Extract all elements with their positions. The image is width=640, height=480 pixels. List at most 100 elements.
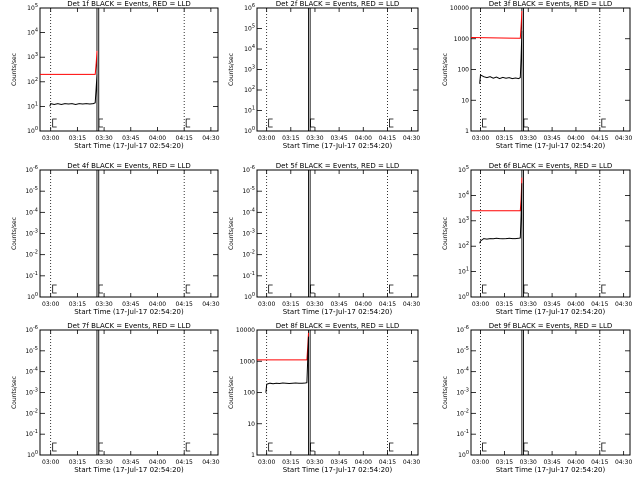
y-axis-label: Counts/sec (442, 376, 449, 409)
x-tick-label: 03:00 (42, 135, 59, 142)
y-tick-label: 105 (458, 165, 469, 174)
x-tick-label: 03:45 (330, 459, 347, 466)
bracket-mark (523, 284, 528, 294)
x-tick-label: 03:00 (42, 301, 59, 308)
x-tick-label: 03:45 (543, 135, 560, 142)
detector-panel-9: Det 9f BLACK = Events, RED = LLD 03:00 03:… (442, 322, 632, 474)
x-tick-label: 04:15 (591, 135, 608, 142)
x-tick-label: 04:15 (379, 301, 396, 308)
x-tick-label: 04:30 (615, 459, 632, 466)
y-tick-label: 10-6 (242, 165, 255, 174)
events-series-line (265, 336, 309, 393)
lld-series-line (471, 177, 523, 212)
x-axis-label: Start Time (17-Jul-17 02:54:20) (283, 466, 393, 474)
x-tick-label: 03:00 (258, 135, 275, 142)
y-tick-label: 10-1 (456, 429, 469, 438)
x-tick-label: 04:00 (355, 301, 372, 308)
x-tick-label: 03:30 (306, 459, 323, 466)
y-tick-label: 10 (461, 97, 469, 104)
bracket-mark (98, 118, 103, 128)
y-tick-label: 10-1 (242, 271, 255, 280)
x-tick-label: 04:15 (379, 459, 396, 466)
x-axis-label: Start Time (17-Jul-17 02:54:20) (74, 308, 184, 316)
y-tick-label: 104 (244, 44, 255, 53)
x-axis-label: Start Time (17-Jul-17 02:54:20) (496, 466, 606, 474)
y-tick-label: 100 (244, 390, 256, 397)
y-tick-label: 102 (27, 77, 38, 86)
y-tick-label: 10-4 (242, 207, 255, 216)
bracket-mark (523, 442, 528, 452)
plot-frame (256, 7, 419, 132)
bracket-mark (52, 442, 57, 452)
bracket-mark (268, 284, 273, 294)
panel-title: Det 6f BLACK = Events, RED = LLD (489, 162, 612, 170)
detector-panel-6: Det 6f BLACK = Events, RED = LLD 03:00 03:… (442, 162, 632, 316)
y-tick-label: 10-2 (25, 408, 38, 417)
bracket-mark (98, 284, 103, 294)
bracket-mark (310, 284, 315, 294)
x-tick-label: 04:15 (176, 135, 193, 142)
x-tick-label: 04:30 (202, 301, 219, 308)
x-axis-label: Start Time (17-Jul-17 02:54:20) (283, 308, 393, 316)
events-series-line (49, 74, 98, 107)
y-tick-label: 10-3 (25, 229, 38, 238)
y-tick-label: 10-5 (25, 346, 38, 355)
y-tick-label: 100 (458, 292, 469, 301)
x-tick-label: 04:00 (355, 135, 372, 142)
detector-panel-7: Det 7f BLACK = Events, RED = LLD 03:00 03:… (11, 322, 220, 474)
bracket-mark (185, 442, 191, 452)
x-tick-label: 03:00 (472, 135, 489, 142)
x-tick-label: 03:00 (42, 459, 59, 466)
y-tick-label: 104 (27, 28, 38, 37)
y-tick-label: 10-2 (242, 250, 255, 259)
y-tick-label: 10-6 (25, 325, 38, 334)
lld-series-line (257, 332, 309, 361)
y-axis-label: Counts/sec (442, 217, 449, 250)
y-tick-label: 100 (244, 292, 255, 301)
y-tick-label: 10 (247, 421, 255, 428)
panel-title: Det 4f BLACK = Events, RED = LLD (67, 162, 190, 170)
x-tick-label: 04:30 (403, 301, 420, 308)
bracket-mark (185, 118, 191, 128)
x-tick-label: 03:15 (496, 459, 513, 466)
x-axis-label: Start Time (17-Jul-17 02:54:20) (283, 142, 393, 150)
x-tick-label: 03:30 (520, 301, 537, 308)
panel-title: Det 5f BLACK = Events, RED = LLD (276, 162, 399, 170)
x-tick-label: 03:30 (520, 135, 537, 142)
plot-frame (470, 7, 631, 132)
y-axis-label: Counts/sec (228, 53, 235, 86)
plot-frame (470, 329, 631, 456)
x-tick-label: 03:45 (330, 301, 347, 308)
x-tick-label: 04:30 (202, 135, 219, 142)
bracket-mark (601, 442, 606, 452)
x-tick-label: 04:30 (615, 301, 632, 308)
bracket-mark (601, 284, 606, 294)
bracket-mark (310, 442, 315, 452)
panel-title: Det 7f BLACK = Events, RED = LLD (67, 322, 190, 330)
x-tick-label: 04:30 (403, 459, 420, 466)
x-tick-label: 03:45 (122, 459, 139, 466)
y-tick-label: 10-4 (25, 207, 38, 216)
y-tick-label: 10-4 (25, 367, 38, 376)
y-tick-label: 10-2 (456, 408, 469, 417)
x-axis-label: Start Time (17-Jul-17 02:54:20) (74, 466, 184, 474)
x-tick-label: 03:30 (520, 459, 537, 466)
x-tick-label: 04:30 (202, 459, 219, 466)
y-axis-label: Counts/sec (228, 217, 235, 250)
y-tick-label: 100 (27, 292, 38, 301)
y-tick-label: 10000 (450, 5, 469, 12)
y-tick-label: 102 (458, 241, 469, 250)
y-tick-label: 101 (244, 106, 255, 115)
x-tick-label: 03:15 (496, 135, 513, 142)
bracket-mark (268, 442, 273, 452)
x-tick-label: 03:30 (95, 459, 112, 466)
bracket-mark (389, 118, 394, 128)
x-tick-label: 03:15 (69, 459, 86, 466)
y-tick-label: 10000 (236, 327, 255, 334)
detector-panel-2: Det 2f BLACK = Events, RED = LLD 03:00 03:… (228, 0, 420, 150)
x-tick-label: 03:45 (543, 301, 560, 308)
panel-title: Det 8f BLACK = Events, RED = LLD (276, 322, 399, 330)
y-tick-label: 10-5 (25, 186, 38, 195)
detector-panel-5: Det 5f BLACK = Events, RED = LLD 03:00 03:… (228, 162, 420, 316)
x-tick-label: 04:00 (567, 459, 584, 466)
